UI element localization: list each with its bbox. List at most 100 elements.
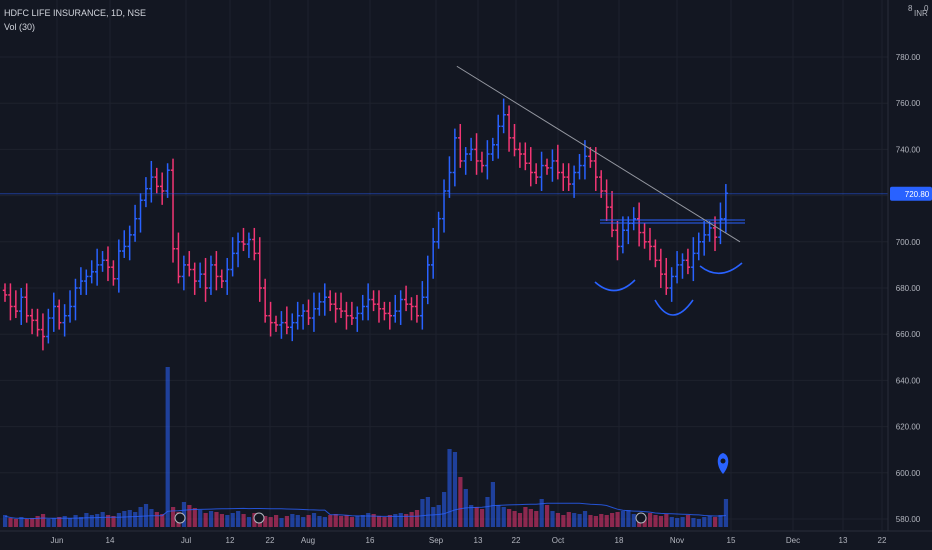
ohlc-bar	[170, 158, 176, 263]
ohlc-bar	[604, 179, 609, 222]
time-tick-label: Aug	[301, 536, 315, 545]
volume-bar	[57, 517, 62, 527]
ohlc-bar	[333, 292, 338, 323]
ohlc-bar	[159, 172, 165, 205]
event-earnings-icon	[253, 512, 265, 524]
ohlc-bar	[317, 292, 322, 316]
price-tick-label: 780.00	[896, 53, 921, 62]
volume-bar	[664, 514, 669, 527]
volume-bar	[366, 513, 371, 527]
last-price-label: 720.80	[905, 190, 930, 199]
ohlc-bar	[73, 278, 78, 321]
volume-bar	[78, 517, 84, 527]
ohlc-bar	[701, 221, 707, 256]
ohlc-bar	[393, 294, 398, 323]
volume-bar	[127, 510, 132, 527]
ohlc-bar	[615, 221, 620, 261]
volume-bar	[669, 517, 674, 527]
volume-ma-line	[4, 502, 726, 520]
ohlc-bar	[241, 227, 246, 252]
ohlc-bar	[550, 149, 555, 182]
ohlc-bar	[626, 216, 631, 245]
ohlc-bar	[46, 308, 51, 344]
volume-bar	[19, 517, 24, 527]
ohlc-bar	[669, 267, 674, 302]
volume-bar	[355, 516, 360, 527]
volume-bar	[620, 511, 626, 527]
volume-bar	[550, 511, 555, 527]
volume-bar	[46, 519, 51, 527]
ohlc-bar	[561, 163, 566, 191]
volume-bar	[268, 517, 273, 527]
ohlc-bar	[78, 267, 84, 295]
volume-bar	[555, 513, 561, 527]
volume-bar	[588, 515, 593, 527]
axis-top-marker: 8	[908, 4, 913, 13]
volume-bar	[545, 505, 550, 527]
volume-bar	[40, 514, 46, 527]
ohlc-bar	[409, 297, 414, 321]
ohlc-bar	[62, 304, 67, 337]
ohlc-bar	[116, 239, 122, 293]
ohlc-bar	[642, 223, 647, 249]
volume-bar	[116, 513, 122, 527]
ohlc-bar	[8, 283, 13, 321]
volume-bar	[696, 519, 701, 527]
ohlc-bar	[284, 306, 290, 335]
ohlc-bar	[707, 221, 712, 242]
ohlc-bar	[593, 147, 598, 191]
ohlc-bar	[463, 147, 468, 175]
ohlc-bar	[349, 301, 355, 325]
volume-bar	[523, 507, 528, 527]
ohlc-bar	[555, 144, 561, 180]
time-tick-label: Sep	[429, 536, 444, 545]
volume-bar	[685, 515, 691, 527]
ohlc-bar	[219, 269, 224, 288]
time-tick-label: 15	[727, 536, 736, 545]
ohlc-bar	[674, 251, 680, 284]
volume-bar	[68, 518, 73, 527]
ohlc-bar	[295, 301, 300, 330]
ohlc-bar	[371, 290, 376, 312]
volume-bar	[73, 515, 78, 527]
volume-bar	[512, 511, 517, 527]
ohlc-bar	[696, 232, 701, 261]
ohlc-bar	[723, 184, 729, 233]
ohlc-bar	[441, 179, 447, 233]
time-tick-label: Oct	[552, 536, 565, 545]
volume-bar	[198, 510, 203, 527]
ohlc-bar	[154, 167, 159, 194]
ohlc-bar	[620, 216, 626, 254]
volume-bar	[290, 514, 295, 527]
head-arc	[654, 299, 694, 316]
ohlc-bar	[311, 292, 317, 332]
ohlc-bar	[485, 140, 490, 180]
volume-bar	[322, 517, 327, 527]
time-tick-label: Nov	[670, 536, 684, 545]
ohlc-bar	[143, 177, 149, 208]
volume-bar	[490, 482, 495, 527]
ohlc-bar	[403, 285, 409, 312]
symbol-title: HDFC LIFE INSURANCE, 1D, NSE	[4, 8, 147, 18]
ohlc-bar	[51, 292, 56, 332]
ohlc-bar	[712, 216, 718, 252]
volume-bar	[577, 514, 582, 527]
ohlc-bar	[29, 308, 35, 335]
volume-bar	[360, 515, 365, 527]
price-tick-label: 620.00	[896, 423, 921, 432]
right-shoulder-arc	[699, 262, 743, 275]
ohlc-bar	[300, 304, 306, 330]
volume-bar	[431, 507, 436, 527]
volume-bar	[713, 517, 718, 527]
time-tick-label: 12	[226, 536, 235, 545]
volume-bar	[420, 499, 425, 527]
volume-bar	[13, 519, 19, 527]
ohlc-bar	[40, 313, 46, 351]
ohlc-bar	[203, 257, 208, 302]
ohlc-bar	[528, 147, 533, 187]
time-tick-label: Dec	[786, 536, 800, 545]
price-tick-label: 580.00	[896, 515, 921, 524]
ohlc-bar	[544, 158, 550, 175]
